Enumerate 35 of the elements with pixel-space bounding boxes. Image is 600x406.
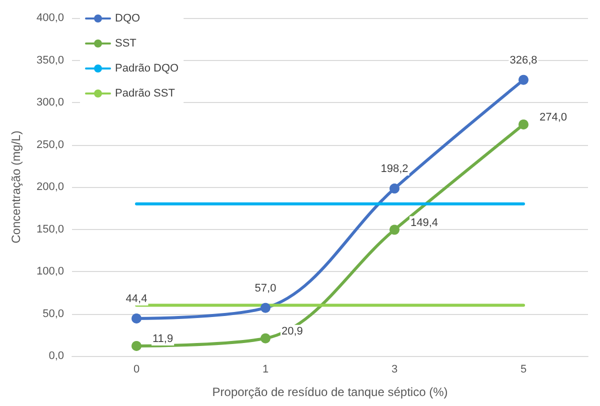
point (518, 74, 528, 85)
x-tick-label: 1 (262, 364, 269, 376)
data-label: 274,0 (540, 111, 568, 124)
point (132, 313, 142, 324)
y-tick-label: 100,0 (36, 266, 64, 278)
x-tick-label: 0 (133, 364, 140, 376)
data-label: 57,0 (254, 282, 276, 294)
legend-label: DQO (115, 12, 140, 24)
y-tick-label: 0,0 (48, 350, 64, 362)
data-label: 11,9 (152, 332, 174, 345)
data-label: 44,4 (126, 292, 148, 305)
data-label: 149,4 (410, 216, 438, 229)
y-axis-title: Concentração (mg/L) (9, 130, 23, 244)
y-tick-label: 350,0 (36, 54, 64, 66)
data-label: 20,9 (282, 325, 303, 338)
y-tick-label: 400,0 (36, 12, 64, 24)
y-tick-label: 250,0 (36, 138, 64, 151)
data-label: 198,2 (380, 163, 408, 176)
legend-label: SST (115, 38, 137, 50)
legend-label: Padrão DQO (115, 62, 180, 74)
point (260, 333, 270, 344)
legend-label: Padrão SST (115, 88, 176, 100)
y-tick-label: 150,0 (36, 223, 64, 236)
point (390, 224, 400, 235)
x-axis-title: Proporção de resíduo de tanque séptico (%) (212, 385, 448, 399)
x-tick-label: 3 (391, 364, 398, 376)
point (132, 340, 142, 351)
y-tick-label: 50,0 (42, 308, 64, 320)
data-label: 326,8 (510, 54, 538, 66)
x-tick-label: 5 (520, 364, 527, 376)
point (518, 119, 528, 130)
point (390, 184, 400, 194)
y-tick-label: 200,0 (36, 181, 64, 193)
point (260, 302, 270, 313)
y-tick-label: 300,0 (36, 96, 64, 108)
